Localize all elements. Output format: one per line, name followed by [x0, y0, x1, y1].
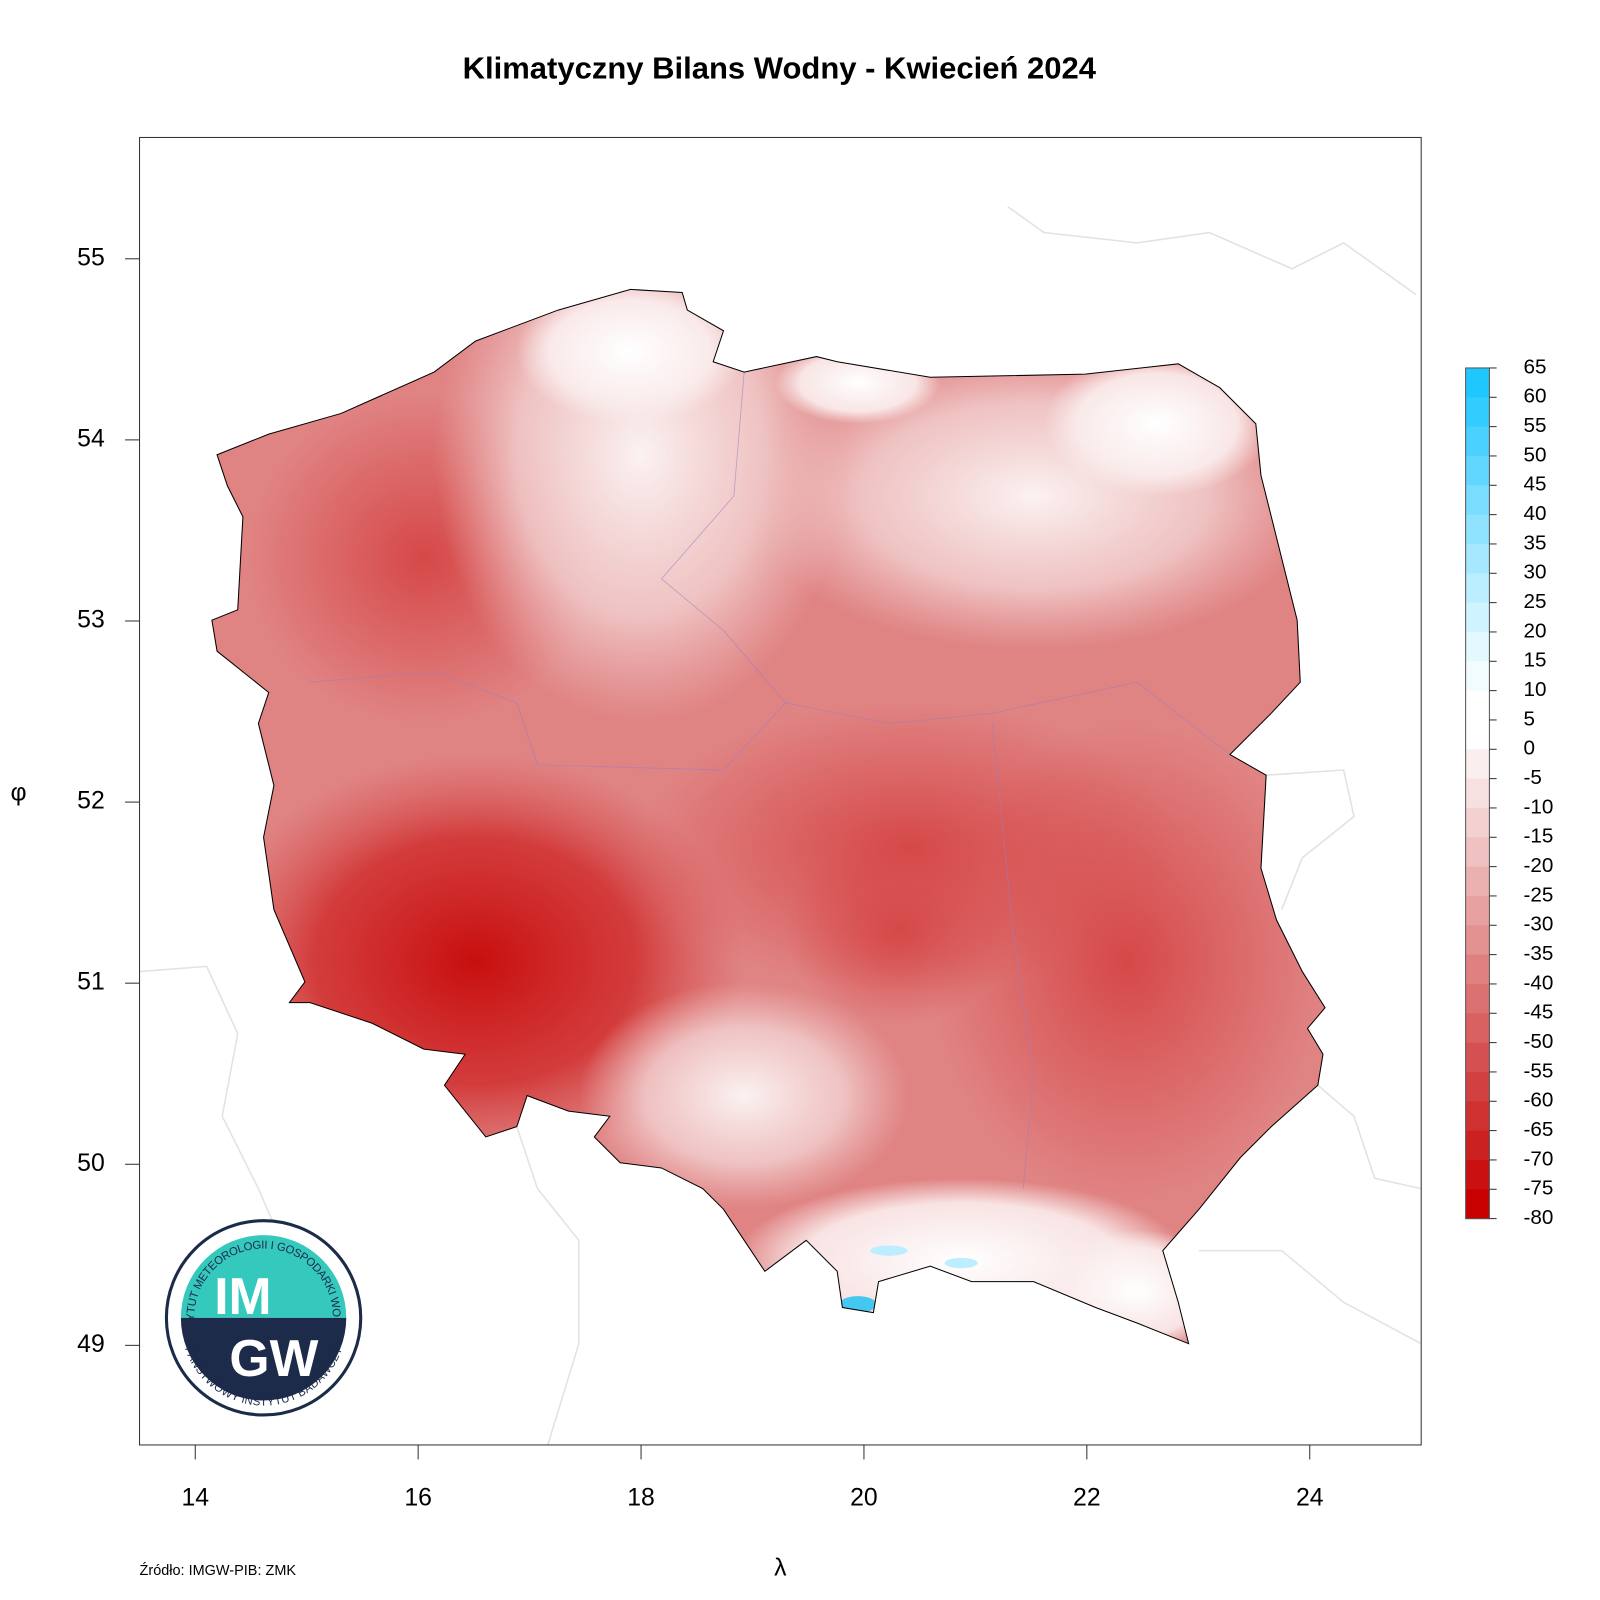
colorbar-cell [1465, 749, 1490, 780]
colorbar-tick-label: -10 [1524, 795, 1554, 818]
colorbar-cell [1465, 719, 1490, 750]
colorbar-tick-label: -50 [1524, 1030, 1554, 1053]
colorbar-tick-label: 30 [1524, 561, 1547, 584]
colorbar-tick-label: -75 [1524, 1177, 1554, 1200]
colorbar-cell [1465, 573, 1490, 604]
colorbar-cell [1465, 690, 1490, 721]
colorbar-tick-label: 65 [1524, 355, 1547, 378]
colorbar-tick-label: 15 [1524, 649, 1547, 672]
logo-text: IM [214, 1267, 271, 1325]
colorbar-tick-label: 45 [1524, 473, 1547, 496]
colorbar-tick-label: -15 [1524, 825, 1554, 848]
colorbar-cell [1465, 1101, 1490, 1132]
y-tick-label: 53 [77, 607, 105, 634]
colorbar-tick-label: -45 [1524, 1001, 1554, 1024]
colorbar-cell [1465, 1189, 1490, 1220]
plot-frame [139, 136, 1422, 1446]
balance-raster [211, 289, 1326, 1344]
colorbar-tick-label: 0 [1524, 737, 1536, 760]
colorbar-frame [1465, 367, 1490, 1220]
colorbar-cell [1465, 367, 1490, 398]
x-tick-label: 20 [850, 1484, 878, 1511]
colorbar-cell [1465, 661, 1490, 692]
colorbar-cell [1465, 514, 1490, 545]
colorbar-tick-label: 5 [1524, 707, 1536, 730]
colorbar-tick-label: 55 [1524, 414, 1547, 437]
y-tick-label: 49 [77, 1331, 105, 1358]
neighbour-borders [139, 206, 1422, 1446]
colorbar-tick-label: 40 [1524, 502, 1547, 525]
y-tick-label: 51 [77, 969, 105, 996]
colorbar-tick-label: 35 [1524, 531, 1547, 554]
colorbar-cell [1465, 631, 1490, 662]
colorbar-tick-label: -55 [1524, 1059, 1554, 1082]
colorbar-tick-label: 50 [1524, 443, 1547, 466]
source-note: Źródło: IMGW-PIB: ZMK [140, 1562, 297, 1579]
colorbar-cell [1465, 807, 1490, 838]
colorbar-cell [1465, 1071, 1490, 1102]
x-tick-label: 24 [1296, 1484, 1324, 1511]
logo-text: GW [229, 1329, 318, 1387]
colorbar-cell [1465, 543, 1490, 574]
map-title: Klimatyczny Bilans Wodny - Kwiecień 2024 [463, 50, 1097, 85]
colorbar-tick-label: -65 [1524, 1118, 1554, 1141]
colorbar-cell [1465, 397, 1490, 428]
colorbar-cell [1465, 837, 1490, 868]
colorbar-cell [1465, 426, 1490, 457]
colorbar-tick-label: -80 [1524, 1206, 1554, 1229]
colorbar-tick-label: 25 [1524, 590, 1547, 613]
colorbar-cell [1465, 954, 1490, 985]
x-tick-label: 14 [181, 1484, 209, 1511]
colorbar-cell [1465, 455, 1490, 486]
colorbar-cell [1465, 925, 1490, 956]
colorbar-tick-label: 10 [1524, 678, 1547, 701]
y-tick-label: 52 [77, 788, 105, 815]
colorbar-cell [1465, 1042, 1490, 1073]
colorbar-cell [1465, 983, 1490, 1014]
x-axis-label: λ [774, 1555, 787, 1582]
colorbar-cell [1465, 1130, 1490, 1161]
colorbar-tick-label: -25 [1524, 883, 1554, 906]
colorbar-cell [1465, 778, 1490, 809]
colorbar-tick-label: -70 [1524, 1147, 1554, 1170]
colorbar-tick-label: -5 [1524, 766, 1542, 789]
x-tick-label: 22 [1073, 1484, 1101, 1511]
colorbar-tick-label: 60 [1524, 385, 1547, 408]
colorbar-tick-label: -35 [1524, 942, 1554, 965]
y-tick-label: 54 [77, 425, 105, 452]
colorbar-cell [1465, 602, 1490, 633]
x-tick-label: 18 [627, 1484, 655, 1511]
colorbar-cell [1465, 1159, 1490, 1190]
colorbar-cell [1465, 866, 1490, 897]
y-tick-label: 55 [77, 244, 105, 271]
colorbar-tick-label: -40 [1524, 971, 1554, 994]
colorbar-cell [1465, 1013, 1490, 1044]
y-tick-label: 50 [77, 1150, 105, 1177]
colorbar-tick-label: 20 [1524, 619, 1547, 642]
colorbar-tick-label: -20 [1524, 854, 1554, 877]
colorbar-cell [1465, 895, 1490, 926]
colorbar-cell [1465, 485, 1490, 516]
y-axis-label: φ [11, 779, 27, 806]
x-tick-label: 16 [404, 1484, 432, 1511]
colorbar-tick-label: -30 [1524, 913, 1554, 936]
colorbar-tick-label: -60 [1524, 1089, 1554, 1112]
